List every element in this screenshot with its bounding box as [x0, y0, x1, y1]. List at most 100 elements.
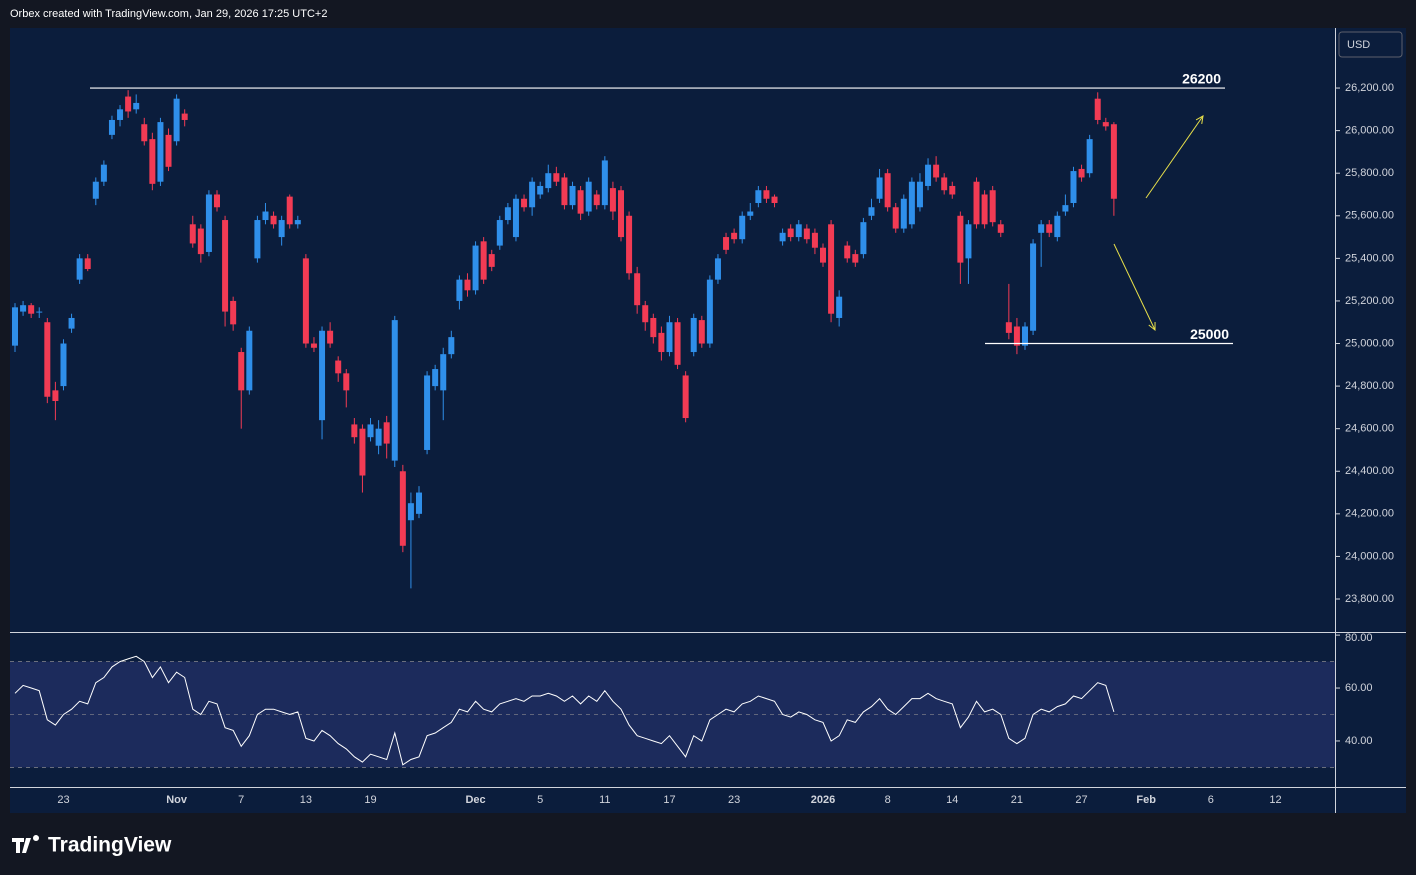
candle-body: [359, 428, 366, 476]
candle-body: [763, 190, 770, 199]
y-tick-label: 24,200.00: [1345, 508, 1394, 520]
candle-body: [117, 109, 124, 120]
candle-body: [125, 96, 132, 112]
candle-body: [989, 190, 996, 223]
y-tick-label: 24,400.00: [1345, 465, 1394, 477]
candle-body: [900, 198, 907, 229]
candle-body: [141, 124, 148, 142]
y-tick-label: 23,800.00: [1345, 593, 1394, 605]
candle-body: [100, 164, 107, 182]
candle-body: [302, 258, 309, 344]
candle-body: [1005, 322, 1012, 333]
x-tick-label: 23: [57, 794, 69, 806]
candle-body: [916, 181, 923, 208]
candle-body: [407, 503, 414, 521]
candle-body: [197, 228, 204, 255]
candle-body: [1070, 171, 1077, 204]
candle-body: [205, 194, 212, 252]
time-axis: [10, 788, 1406, 813]
candle-body: [585, 181, 592, 212]
candle-body: [1030, 243, 1037, 331]
x-tick-label: 21: [1011, 794, 1023, 806]
candle-body: [561, 177, 568, 206]
candle-body: [908, 181, 915, 225]
candle-body: [1013, 326, 1020, 346]
candle-body: [731, 232, 738, 240]
candle-body: [270, 215, 277, 225]
candle-body: [375, 428, 382, 446]
candle-body: [173, 98, 180, 142]
x-tick-label: 14: [946, 794, 958, 806]
y-tick-label: 60.00: [1345, 682, 1373, 694]
candle-body: [343, 373, 350, 391]
candle-body: [884, 173, 891, 208]
candle-body: [521, 198, 528, 208]
candle-body: [214, 194, 220, 208]
candle-body: [1054, 215, 1061, 238]
candle-body: [658, 332, 665, 353]
candle-body: [20, 305, 27, 312]
candle-body: [310, 343, 317, 348]
brand-logo: TradingView: [12, 834, 172, 857]
candle-body: [650, 317, 657, 338]
arrow-head: [1195, 115, 1204, 124]
candle-body: [60, 343, 67, 387]
y-tick-label: 25,400.00: [1345, 252, 1394, 264]
candle-body: [1038, 224, 1045, 233]
y-tick-label: 80.00: [1345, 632, 1373, 644]
candle-body: [666, 322, 673, 353]
candle-body: [925, 164, 932, 186]
candle-body: [642, 305, 649, 323]
x-tick-label: 19: [364, 794, 376, 806]
candle-body: [488, 254, 495, 267]
candle-body: [626, 215, 633, 274]
candle-body: [222, 220, 229, 312]
candle-body: [933, 164, 940, 178]
candle-body: [254, 220, 261, 259]
candle-body: [335, 360, 342, 374]
y-tick-label: 25,200.00: [1345, 295, 1394, 307]
candle-body: [36, 311, 43, 313]
candle-body: [1110, 124, 1117, 199]
x-tick-label: 2026: [811, 794, 835, 806]
candle-body: [957, 215, 964, 263]
candle-body: [286, 196, 293, 225]
candle-body: [747, 211, 754, 216]
candle-body: [941, 177, 948, 191]
indicator-line: [14, 655, 1115, 766]
candle-body: [496, 220, 503, 246]
y-tick-label: 25,600.00: [1345, 210, 1394, 222]
candle-body: [723, 237, 730, 250]
candle-body: [189, 224, 196, 244]
candle-body: [133, 102, 140, 110]
candle-body: [828, 224, 835, 314]
candle-body: [181, 113, 188, 120]
y-tick-label: 40.00: [1345, 735, 1373, 747]
arrow-head: [1148, 321, 1156, 332]
candle-body: [844, 245, 851, 259]
candle-body: [593, 194, 600, 206]
candle-body: [787, 228, 794, 238]
level-label: 25000: [1190, 326, 1229, 342]
x-tick-label: 7: [238, 794, 244, 806]
level-label: 26200: [1182, 71, 1221, 87]
x-tick-label: 17: [663, 794, 675, 806]
candle-body: [472, 245, 479, 291]
candle-body: [965, 224, 972, 259]
candle-body: [537, 185, 544, 195]
arrow: [1113, 243, 1156, 331]
candle-body: [836, 296, 843, 318]
candle-body: [108, 119, 115, 135]
candle-body: [92, 181, 99, 199]
candle-body: [327, 330, 334, 344]
candle-body: [820, 247, 826, 263]
x-tick-label: Feb: [1136, 794, 1156, 806]
candle-body: [779, 232, 786, 242]
candle-body: [512, 198, 519, 238]
y-tick-label: 26,000.00: [1345, 125, 1394, 137]
logo-mark: [12, 835, 39, 853]
candle-body: [949, 185, 956, 195]
candle-body: [383, 422, 390, 444]
currency-label: USD: [1347, 39, 1370, 51]
